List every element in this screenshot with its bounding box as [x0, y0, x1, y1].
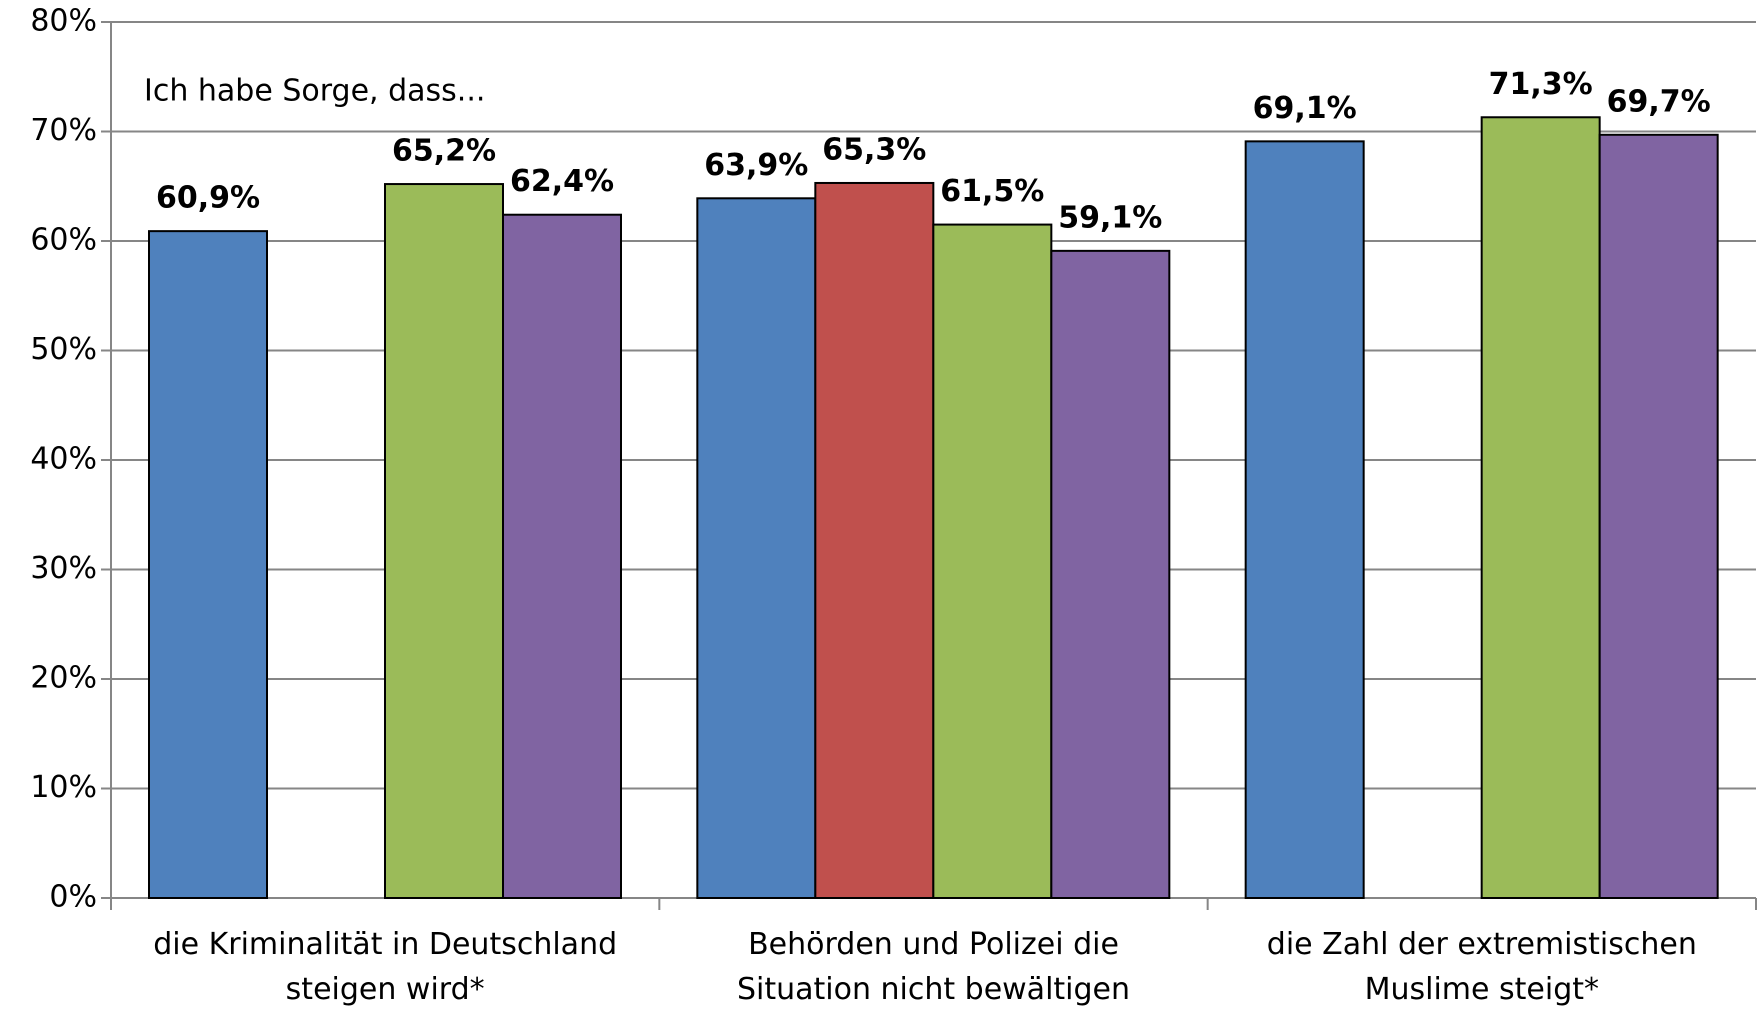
bar	[814, 181, 935, 899]
data-label: 63,9%	[704, 148, 808, 183]
y-tick-label: 80%	[30, 4, 97, 39]
bar	[696, 197, 817, 900]
y-tick-label: 10%	[30, 770, 97, 805]
x-tick-label: die Zahl der extremistischen Muslime ste…	[1266, 927, 1697, 1007]
data-label: 65,3%	[822, 132, 926, 167]
bar	[384, 183, 504, 899]
y-tick-label: 40%	[30, 442, 97, 477]
bar	[148, 230, 268, 899]
data-label: 69,7%	[1607, 84, 1711, 119]
y-tick-label: 30%	[30, 551, 97, 586]
data-label: 60,9%	[156, 181, 260, 216]
bar	[1480, 116, 1601, 899]
bar	[932, 223, 1053, 899]
x-tick-label: die Kriminalität in Deutschland steigen …	[153, 927, 618, 1007]
data-label: 65,2%	[392, 134, 496, 169]
x-tick-label: Behörden und Polizei die Situation nicht…	[736, 927, 1131, 1007]
bar	[1598, 133, 1719, 900]
bar	[1244, 140, 1365, 900]
data-label: 61,5%	[940, 174, 1044, 209]
data-label: 71,3%	[1489, 67, 1593, 102]
y-tick-label: 70%	[30, 113, 97, 148]
data-label: 59,1%	[1058, 200, 1162, 235]
y-tick-label: 0%	[49, 880, 97, 915]
bar	[502, 213, 622, 900]
bar	[1050, 249, 1171, 900]
data-label: 69,1%	[1253, 91, 1357, 126]
y-tick-label: 20%	[30, 661, 97, 696]
y-tick-label: 50%	[30, 332, 97, 367]
y-tick-label: 60%	[30, 223, 97, 258]
data-label: 62,4%	[510, 164, 614, 199]
annotation: Ich habe Sorge, dass...	[144, 74, 485, 109]
